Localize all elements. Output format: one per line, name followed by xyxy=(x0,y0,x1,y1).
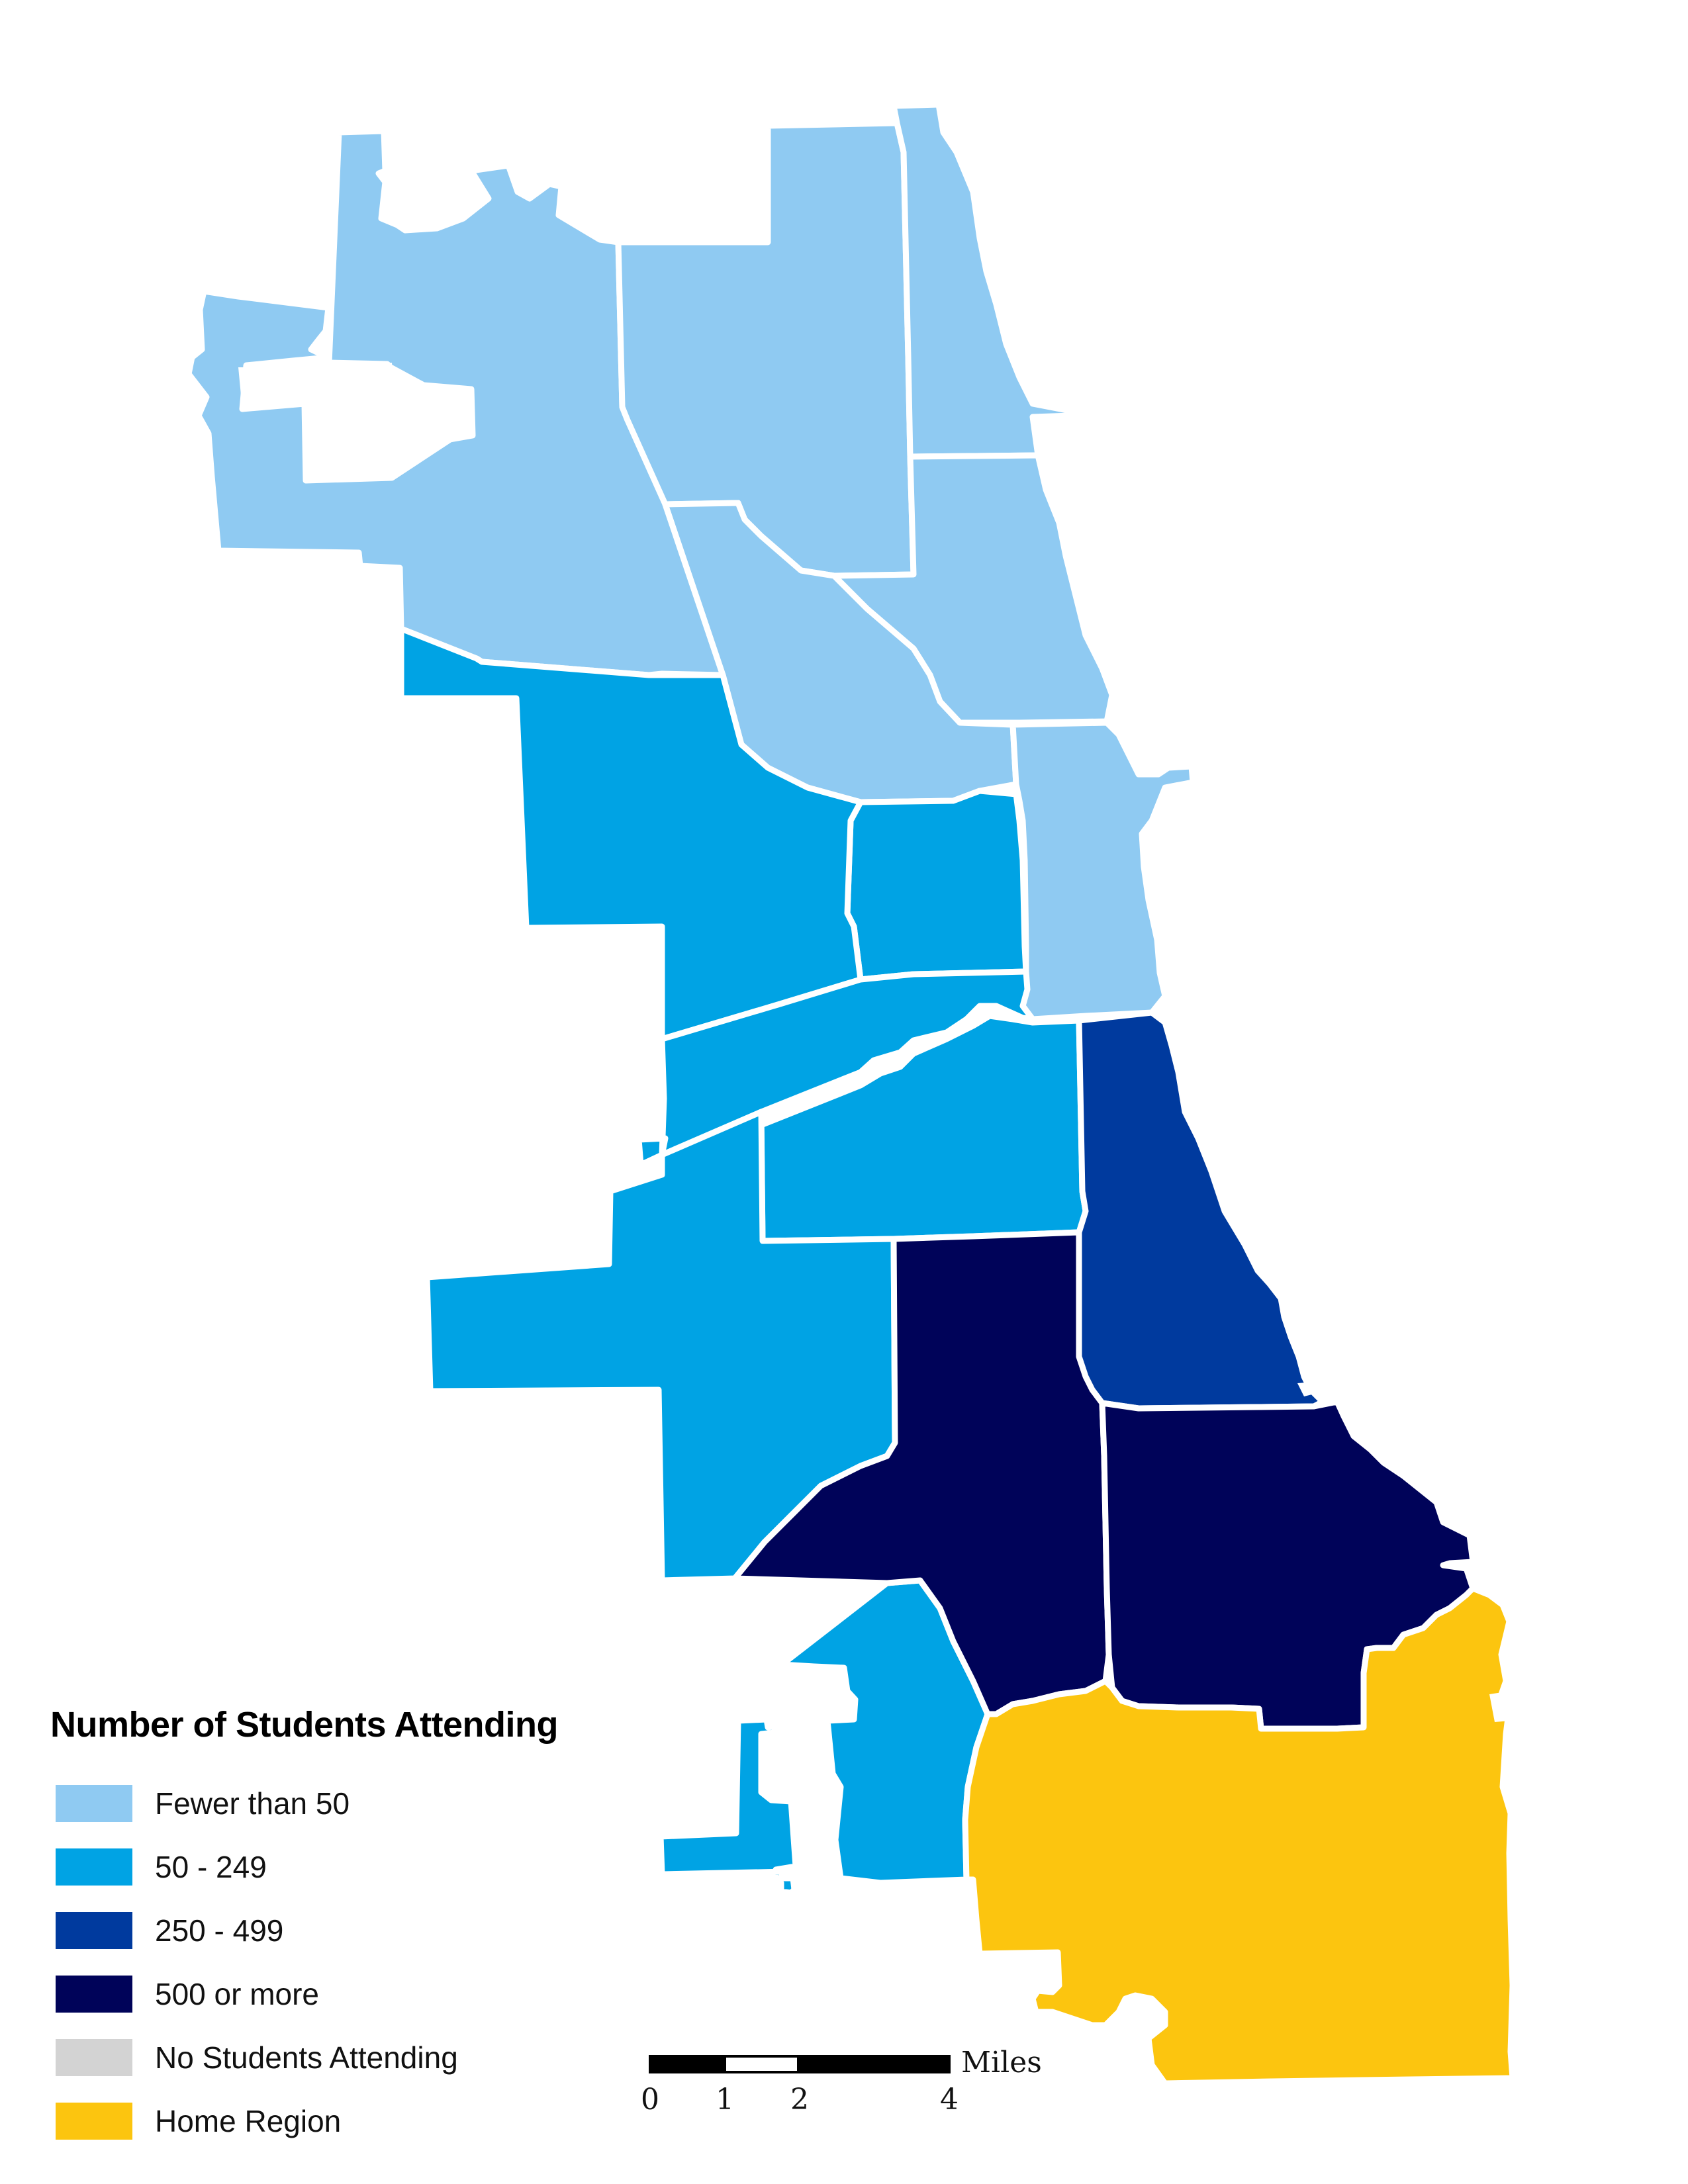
scale-tick-2: 2 xyxy=(790,2083,809,2116)
legend-label: Home Region xyxy=(155,2104,342,2138)
legend-label: 500 or more xyxy=(155,1977,320,2011)
scale-segment-2-4 xyxy=(798,2055,951,2073)
scale-unit-label: Miles xyxy=(961,2046,1042,2079)
scale-tick-0: 0 xyxy=(641,2083,659,2116)
legend-swatch xyxy=(56,1976,132,2013)
scale-bar: Miles 0 1 2 4 xyxy=(641,2046,1112,2134)
region-near-southwest-band[interactable] xyxy=(635,968,1036,1168)
scale-segment-0-1 xyxy=(649,2055,725,2073)
legend-title: Number of Students Attending xyxy=(50,1705,558,1745)
legend-label: Fewer than 50 xyxy=(155,1786,350,1821)
legend-swatch xyxy=(56,1912,132,1949)
region-near-north-lakefront[interactable] xyxy=(1009,719,1196,1023)
legend-item-home-region: Home Region xyxy=(48,2089,643,2153)
legend-label: 50 - 249 xyxy=(155,1850,267,1884)
legend-item-50-249: 50 - 249 xyxy=(48,1835,643,1899)
airport-void xyxy=(238,363,463,480)
legend-swatch xyxy=(56,2103,132,2140)
legend-swatch xyxy=(56,1848,132,1886)
region-far-south-home[interactable] xyxy=(962,1585,1516,2087)
scale-segment-1-2 xyxy=(724,2055,800,2073)
legend-swatch xyxy=(56,1785,132,1822)
lake-inlet-1 xyxy=(1297,1382,1317,1396)
legend-item-no-students: No Students Attending xyxy=(48,2026,643,2089)
region-far-southwest[interactable] xyxy=(657,1577,991,1901)
lake-inlet-2 xyxy=(1489,1691,1511,1722)
region-far-north-lakefront[interactable] xyxy=(890,101,1074,460)
legend-item-250-499: 250 - 499 xyxy=(48,1899,643,1962)
scale-tick-4: 4 xyxy=(940,2083,959,2116)
legend-label: 250 - 499 xyxy=(155,1913,284,1948)
legend-swatch xyxy=(56,2039,132,2076)
legend: Number of Students Attending Fewer than … xyxy=(48,1704,643,2153)
legend-item-fewer-than-50: Fewer than 50 xyxy=(48,1772,643,1835)
legend-label: No Students Attending xyxy=(155,2040,458,2075)
scale-tick-1: 1 xyxy=(716,2083,734,2116)
region-south-lakefront[interactable] xyxy=(1076,1009,1326,1412)
region-west-side[interactable] xyxy=(398,625,864,1042)
region-central-west-small[interactable] xyxy=(844,788,1029,983)
legend-item-500-or-more: 500 or more xyxy=(48,1962,643,2026)
